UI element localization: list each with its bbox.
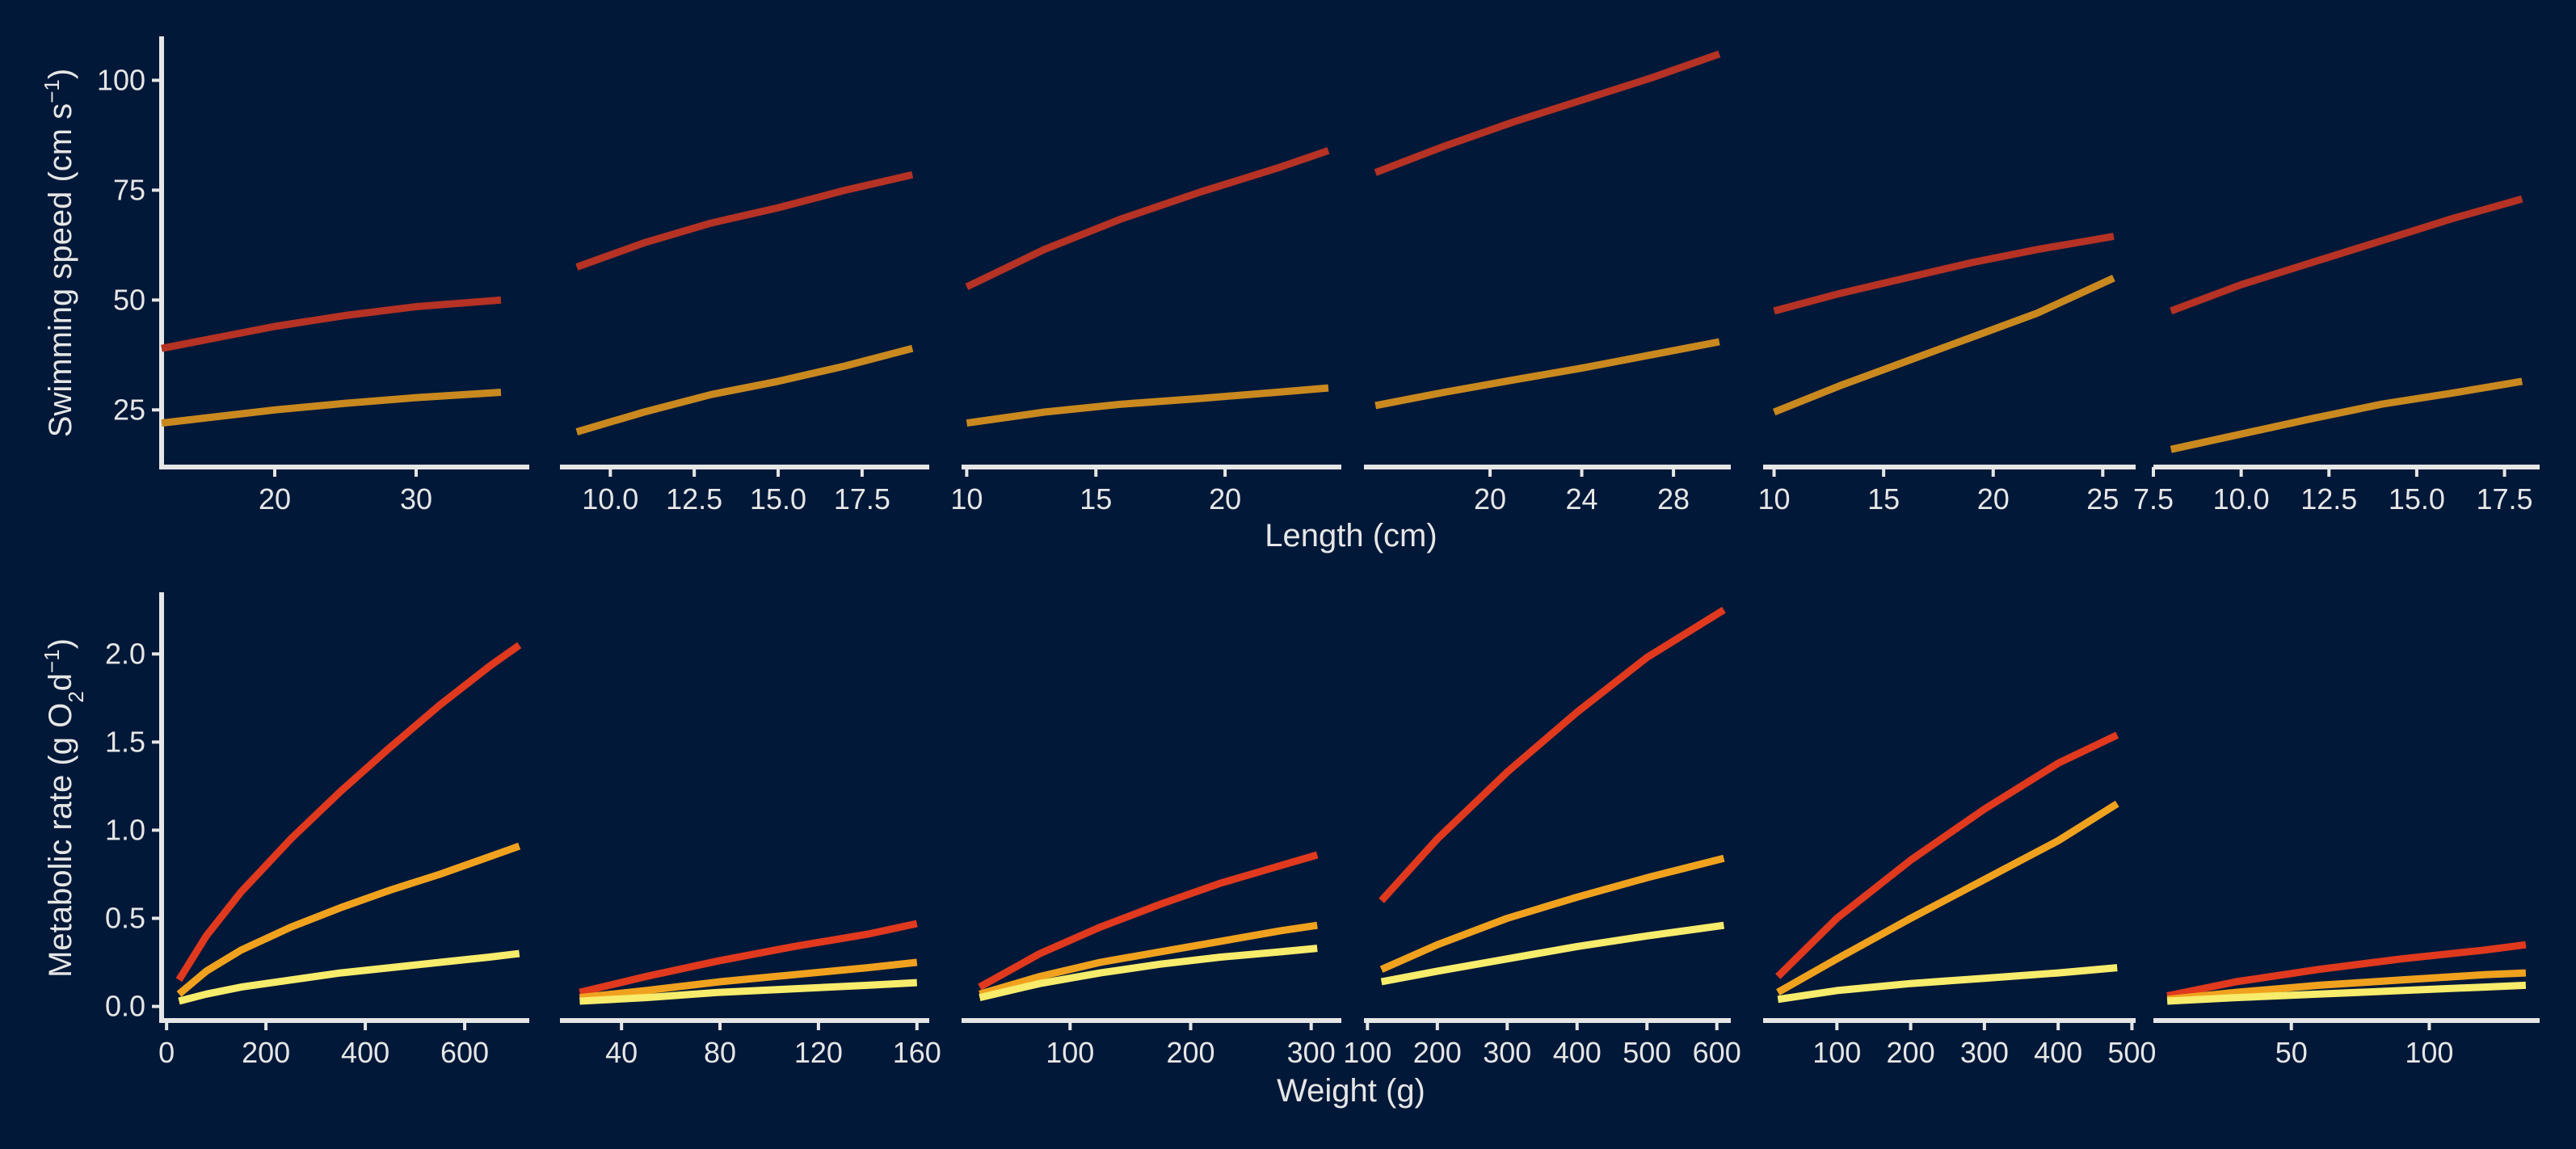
bottom-y-axis-title: Metabolic rate (g O2d−1): [40, 638, 88, 978]
bottom-panel-2-x-tick-label: 160: [893, 1036, 941, 1069]
bottom-y-axis-title-sup: −1: [40, 649, 64, 673]
top-y-axis-title: Swimming speed (cm s−1): [40, 69, 78, 437]
top-panel-6-series-line-1: [2170, 195, 2523, 315]
bottom-panel-5-x-tick-label: 100: [1812, 1036, 1861, 1069]
bottom-panel-6-x-tick-label: 50: [2275, 1036, 2308, 1069]
top-panel-3-x-tick-label: 10: [950, 482, 983, 516]
top-panel-2-x-tick-label: 12.5: [666, 482, 722, 516]
top-x-axis-title: Length (cm): [1265, 518, 1437, 553]
bottom-y-axis-title-main: Metabolic rate (g O: [43, 703, 78, 978]
bottom-panel-4-x-tick-label: 100: [1343, 1036, 1391, 1069]
bottom-panel-1-series-line-1: [175, 642, 522, 983]
bottom-panel-5-x-tick-label: 300: [1960, 1036, 2009, 1069]
bottom-panel-3-x-tick-label: 100: [1046, 1036, 1094, 1069]
top-panel-4-series-line-2: [1374, 338, 1720, 410]
bottom-panel-3-series-line-1: [978, 851, 1319, 991]
bottom-panel-6-x-tick-label: 100: [2405, 1036, 2453, 1069]
top-y-tick-label: 75: [113, 173, 145, 206]
bottom-panel-4-series-line-1: [1378, 606, 1726, 903]
top-y-axis-title-close: ): [43, 69, 78, 79]
bottom-panel-1-series-line-2: [176, 842, 521, 997]
bottom-panel-6-series-line-2: [2166, 969, 2527, 1004]
top-panel-2-series-line-1: [575, 170, 914, 271]
top-panel-5-x-tick-label: 15: [1867, 482, 1900, 516]
bottom-panel-2-series-line-2: [579, 958, 918, 1002]
top-panel-6-x-tick-label: 17.5: [2477, 482, 2533, 516]
top-panel-1-x-tick-label: 30: [400, 482, 432, 516]
top-panel-1-series-line-1: [161, 296, 502, 352]
top-panel-2-x-tick-label: 10.0: [582, 482, 638, 516]
top-panel-2-x-tick-label: 17.5: [834, 482, 890, 516]
top-panel-3-series-line-2: [966, 384, 1329, 427]
top-panel-2-x-tick-label: 15.0: [750, 482, 806, 516]
bottom-panel-4-x-tick-label: 300: [1483, 1036, 1531, 1069]
bottom-panel-2-series-line-3: [579, 979, 918, 1005]
bottom-panel-1-x-tick-label: 0: [158, 1036, 175, 1069]
bottom-panel-4-series-line-3: [1380, 921, 1725, 986]
top-y-axis-title-main: Swimming speed (cm s: [43, 103, 78, 437]
bottom-panel-4-x-tick-label: 200: [1413, 1036, 1462, 1069]
top-panel-3-x-tick-label: 20: [1209, 482, 1241, 516]
top-panel-5-x-tick-label: 10: [1758, 482, 1791, 516]
top-panel-5-x-tick-label: 20: [1977, 482, 2010, 516]
bottom-panel-6-series-line-3: [2166, 981, 2527, 1005]
bottom-panel-1-x-tick-label: 600: [440, 1036, 489, 1069]
bottom-y-axis-title-close: ): [43, 638, 78, 649]
top-panel-5-series-line-2: [1772, 275, 2115, 416]
bottom-panel-3-series-line-3: [979, 945, 1318, 1001]
top-y-axis-title-sup: −1: [40, 79, 64, 103]
bottom-panel-1-series-line-3: [178, 949, 520, 1005]
top-panel-1-series-line-2: [161, 389, 502, 427]
top-panel-4-x-tick-label: 20: [1474, 482, 1506, 516]
bottom-panel-2-x-tick-label: 40: [605, 1036, 638, 1069]
bottom-panel-5-series-line-2: [1776, 800, 2119, 996]
top-y-tick-label: 25: [113, 393, 145, 426]
bottom-y-tick-label: 0.0: [105, 990, 145, 1023]
top-panel-1-x-tick-label: 20: [259, 482, 291, 516]
bottom-panel-5-x-tick-label: 500: [2107, 1036, 2156, 1069]
bottom-y-tick-label: 2.0: [105, 637, 145, 670]
bottom-y-tick-label: 1.0: [105, 813, 145, 846]
top-panel-3-x-tick-label: 15: [1080, 482, 1112, 516]
top-panel-2-series-line-2: [575, 344, 914, 436]
bottom-panel-5-series-line-1: [1775, 731, 2119, 979]
bottom-panel-4-x-tick-label: 500: [1623, 1036, 1671, 1069]
bottom-panel-6-series-line-1: [2166, 941, 2527, 1000]
bottom-y-axis-title-mid: d: [43, 673, 78, 691]
top-y-tick-label: 100: [97, 63, 145, 96]
top-panel-6-x-tick-label: 7.5: [2133, 482, 2174, 516]
top-panel-5-series-line-1: [1773, 233, 2115, 315]
bottom-panel-1-x-tick-label: 200: [242, 1036, 290, 1069]
bottom-panel-3-series-line-2: [979, 921, 1318, 998]
bottom-x-axis-title: Weight (g): [1277, 1073, 1425, 1109]
bottom-y-tick-label: 0.5: [105, 901, 145, 934]
bottom-panel-4-series-line-2: [1379, 854, 1725, 973]
bottom-panel-5-x-tick-label: 400: [2034, 1036, 2082, 1069]
bottom-y-axis-title-sub: 2: [64, 691, 88, 702]
bottom-panel-2-series-line-1: [579, 920, 918, 996]
bottom-panel-4-x-tick-label: 400: [1553, 1036, 1602, 1069]
bottom-panel-4-x-tick-label: 600: [1693, 1036, 1741, 1069]
top-panel-6-x-tick-label: 15.0: [2389, 482, 2445, 516]
bottom-panel-5-series-line-3: [1777, 964, 2118, 1004]
bottom-panel-2-x-tick-label: 120: [794, 1036, 843, 1069]
top-panel-5-x-tick-label: 25: [2086, 482, 2119, 516]
top-panel-6-x-tick-label: 12.5: [2300, 482, 2357, 516]
bottom-panel-3-x-tick-label: 200: [1166, 1036, 1214, 1069]
top-y-tick-label: 50: [113, 283, 145, 316]
top-panel-3-series-line-1: [965, 147, 1330, 291]
bottom-y-tick-label: 1.5: [105, 725, 145, 758]
bottom-panel-1-x-tick-label: 400: [341, 1036, 389, 1069]
top-panel-6-x-tick-label: 10.0: [2213, 482, 2270, 516]
bottom-panel-2-x-tick-label: 80: [704, 1036, 736, 1069]
bottom-panel-5-x-tick-label: 200: [1887, 1036, 1935, 1069]
bottom-panel-3-x-tick-label: 300: [1287, 1036, 1336, 1069]
top-panel-6-series-line-2: [2170, 377, 2523, 453]
top-panel-4-series-line-1: [1374, 50, 1721, 176]
top-panel-4-x-tick-label: 28: [1657, 482, 1690, 516]
top-panel-4-x-tick-label: 24: [1566, 482, 1598, 516]
